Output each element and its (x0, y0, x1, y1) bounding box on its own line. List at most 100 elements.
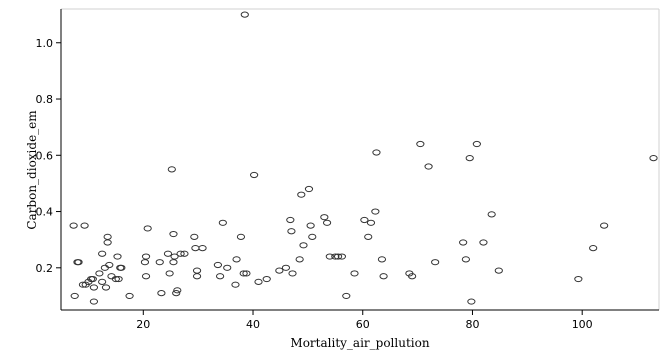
data-point (479, 239, 488, 246)
data-point (157, 290, 166, 297)
data-point (494, 267, 503, 274)
y-tick-label: 0.4 (36, 206, 54, 219)
data-point (190, 233, 199, 240)
data-point (250, 171, 259, 179)
data-point (98, 250, 107, 257)
data-point (141, 273, 151, 280)
data-points (69, 11, 658, 305)
data-point (262, 275, 271, 283)
data-point (574, 275, 583, 283)
data-point (101, 284, 111, 291)
data-point (98, 278, 107, 285)
data-point (218, 219, 227, 226)
data-point (169, 259, 178, 266)
data-point (379, 273, 388, 280)
data-point (125, 292, 134, 300)
x-tick-label: 20 (136, 318, 150, 331)
data-point (320, 214, 329, 221)
x-axis-ticks: 20 40 60 80 100 (136, 310, 593, 331)
data-point (191, 245, 200, 252)
data-point (242, 270, 251, 277)
data-point (105, 261, 114, 269)
data-point (180, 250, 189, 257)
data-point (322, 219, 332, 226)
data-point (472, 140, 481, 148)
x-axis-title: Mortality_air_pollution (290, 336, 429, 350)
data-point (287, 228, 296, 235)
data-point (416, 140, 425, 148)
data-point (213, 261, 223, 269)
data-point (140, 259, 150, 266)
data-point (308, 233, 317, 240)
y-axis-title: Carbon_dioxide_em (25, 110, 39, 230)
data-point (231, 281, 240, 288)
x-tick-label: 100 (572, 318, 593, 331)
data-point (114, 275, 123, 283)
data-point (192, 267, 202, 274)
data-point (424, 163, 433, 170)
x-tick-label: 80 (465, 318, 479, 331)
data-point (297, 191, 306, 198)
data-point (236, 233, 246, 240)
data-point (295, 256, 304, 263)
data-point (239, 270, 248, 277)
data-point (275, 267, 284, 274)
y-axis-ticks: 0.2 0.4 0.6 0.8 1.0 (36, 37, 61, 275)
data-point (589, 245, 598, 252)
data-point (176, 250, 185, 257)
data-point (69, 222, 78, 229)
data-point (304, 185, 314, 193)
data-point (350, 270, 359, 277)
data-point (111, 275, 120, 283)
data-point (95, 270, 104, 277)
data-point (223, 264, 232, 271)
data-point (163, 250, 173, 257)
data-point (113, 253, 122, 260)
data-point (254, 278, 263, 285)
data-point (337, 253, 346, 260)
data-point (325, 253, 334, 260)
data-point (117, 264, 126, 271)
data-point (487, 211, 496, 218)
data-point (299, 242, 308, 249)
data-point (198, 245, 207, 252)
x-tick-label: 60 (356, 318, 370, 331)
data-point (74, 259, 83, 266)
data-point (600, 222, 609, 229)
data-point (366, 219, 376, 226)
data-point (173, 287, 182, 294)
data-point (649, 154, 658, 162)
data-point (216, 273, 225, 280)
data-point (103, 233, 112, 240)
data-point (88, 275, 97, 283)
data-point (172, 290, 181, 297)
data-point (360, 216, 369, 224)
data-point (103, 239, 112, 246)
data-point (165, 270, 174, 277)
data-point (80, 222, 89, 229)
y-tick-label: 1.0 (36, 37, 54, 50)
data-point (89, 298, 99, 305)
data-point (240, 11, 249, 18)
data-point (333, 253, 343, 260)
data-point (408, 273, 417, 280)
data-point (377, 256, 387, 263)
data-point (461, 256, 470, 263)
data-point (465, 154, 474, 162)
data-point (232, 256, 241, 263)
y-tick-label: 0.2 (36, 262, 54, 275)
data-point (169, 230, 178, 238)
data-point (306, 222, 315, 229)
data-point (141, 253, 151, 260)
data-point (467, 298, 476, 305)
data-point (192, 273, 202, 280)
data-point (364, 233, 373, 240)
data-point (372, 149, 381, 156)
data-point (167, 166, 176, 173)
data-point (143, 225, 152, 232)
data-point (281, 264, 291, 271)
data-point (286, 216, 295, 224)
data-point (371, 208, 380, 215)
data-point (342, 292, 351, 300)
